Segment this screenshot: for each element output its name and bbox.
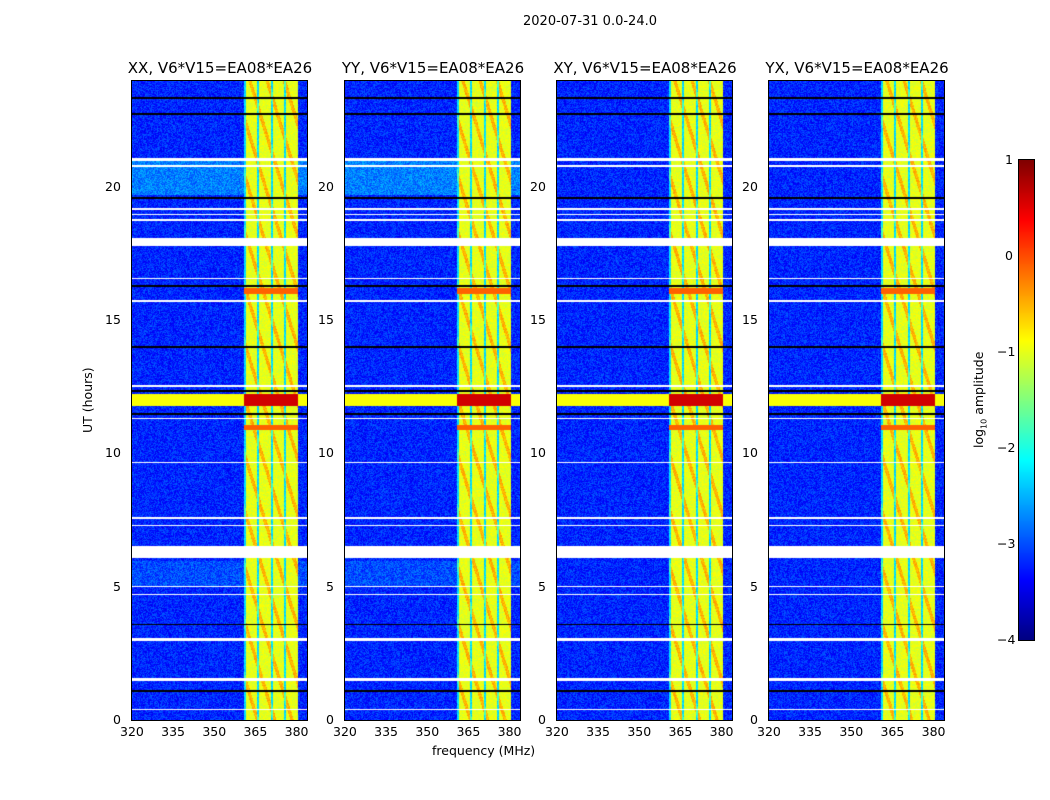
y-tick-label: 0 <box>538 712 546 727</box>
y-tick-label: 5 <box>538 578 546 594</box>
x-tick-label: 380 <box>709 724 734 739</box>
colorbar-tick-label: −4 <box>997 632 1016 647</box>
colorbar-label: log10 amplitude <box>971 351 989 448</box>
y-tick-label: 15 <box>742 312 758 327</box>
y-tick-label: 10 <box>105 445 121 461</box>
y-tick-label: 5 <box>326 578 334 594</box>
y-tick-label: 0 <box>113 712 121 727</box>
x-tick-label: 350 <box>839 724 864 739</box>
colorbar-tick-label: 1 <box>1005 152 1013 167</box>
y-tick-label: 20 <box>742 178 758 194</box>
y-tick-label: 10 <box>742 445 758 461</box>
x-tick-label: 320 <box>545 724 569 739</box>
panel-title: YX, V6*V15=EA08*EA26 <box>765 59 949 77</box>
x-tick-label: 380 <box>921 724 946 739</box>
spectrogram-xx <box>131 80 308 720</box>
panel-title: XX, V6*V15=EA08*EA26 <box>127 59 313 77</box>
x-tick-label: 380 <box>497 724 522 739</box>
x-tick-label: 365 <box>456 724 481 739</box>
y-tick-label: 10 <box>530 445 546 461</box>
x-tick-label: 365 <box>243 724 268 739</box>
y-tick-label: 20 <box>530 178 546 194</box>
x-tick-label: 320 <box>120 724 144 739</box>
y-tick-label: 5 <box>750 578 758 594</box>
y-tick-label: 0 <box>750 712 758 727</box>
colorbar-tick-label: −1 <box>997 344 1016 359</box>
x-tick-label: 350 <box>202 724 227 739</box>
x-tick-label: 365 <box>668 724 693 739</box>
x-tick-label: 335 <box>798 724 823 739</box>
x-tick-label: 335 <box>374 724 399 739</box>
y-tick-label: 0 <box>326 712 334 727</box>
y-tick-label: 20 <box>105 178 121 194</box>
colorbar-tick-label: −3 <box>997 536 1016 551</box>
y-tick-label: 15 <box>318 312 334 327</box>
x-tick-label: 380 <box>284 724 309 739</box>
colorbar <box>1019 160 1034 640</box>
x-axis-label: frequency (MHz) <box>432 743 536 758</box>
x-tick-label: 335 <box>586 724 611 739</box>
y-tick-label: 15 <box>105 312 121 327</box>
x-tick-label: 320 <box>333 724 357 739</box>
y-tick-label: 10 <box>318 445 334 461</box>
y-tick-label: 20 <box>318 178 334 194</box>
x-tick-label: 350 <box>627 724 652 739</box>
colorbar-tick-label: −2 <box>997 440 1016 455</box>
y-axis-label: UT (hours) <box>80 367 95 433</box>
x-tick-label: 350 <box>415 724 440 739</box>
y-tick-label: 15 <box>530 312 546 327</box>
panel-title: XY, V6*V15=EA08*EA26 <box>553 59 737 77</box>
x-tick-label: 335 <box>161 724 186 739</box>
spectrogram-xy <box>556 80 733 720</box>
x-tick-label: 365 <box>880 724 905 739</box>
panel-title: YY, V6*V15=EA08*EA26 <box>341 59 525 77</box>
spectrogram-yy <box>344 80 521 720</box>
spectrogram-yx <box>768 80 945 720</box>
y-tick-label: 5 <box>113 578 121 594</box>
x-tick-label: 320 <box>757 724 781 739</box>
figure-title: 2020-07-31 0.0-24.0 <box>523 14 657 29</box>
colorbar-tick-label: 0 <box>1005 248 1013 263</box>
